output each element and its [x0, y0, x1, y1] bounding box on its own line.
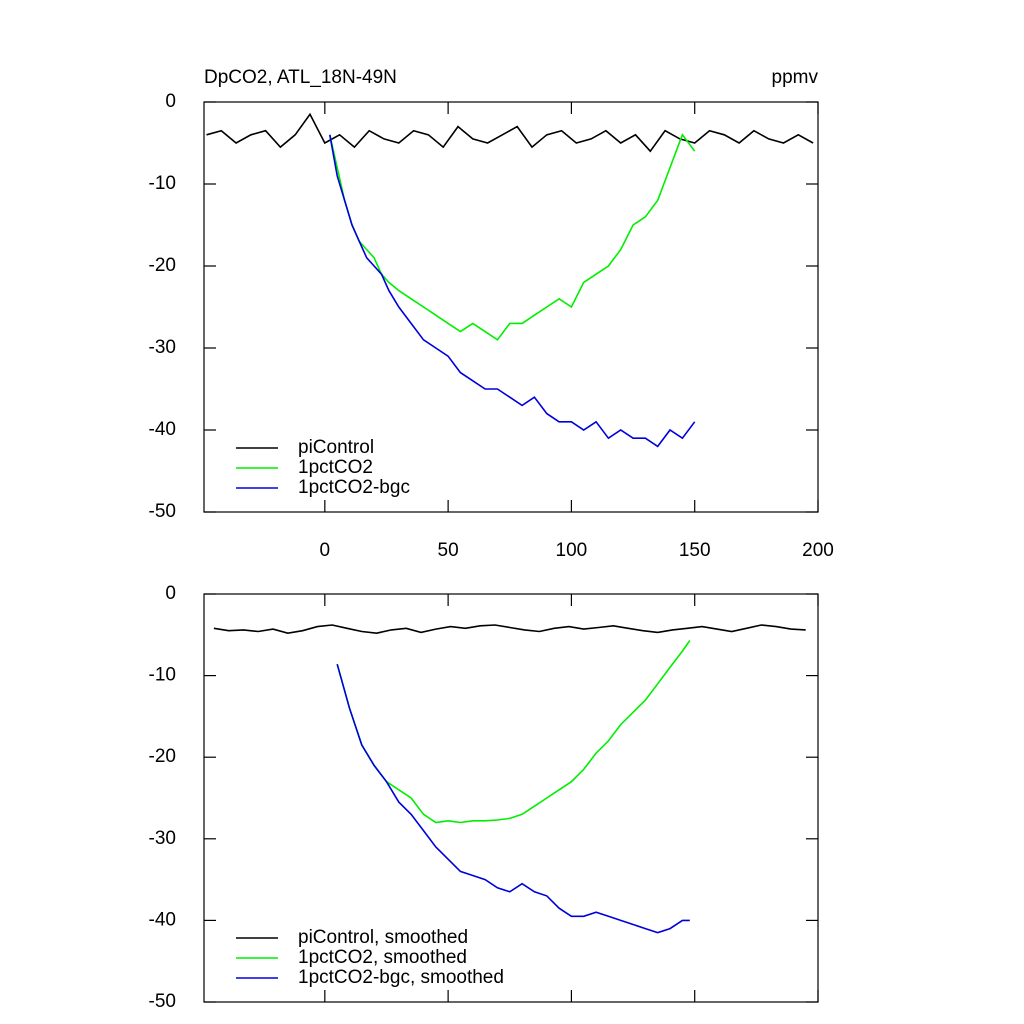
y-tick-label: -30 [149, 337, 176, 358]
y-tick-label: -50 [149, 991, 176, 1012]
x-tick-label: 150 [679, 540, 711, 561]
legend-label: 1pctCO2, smoothed [298, 947, 467, 968]
y-tick-label: 0 [165, 91, 176, 112]
legend-label: 1pctCO2 [298, 457, 373, 478]
legend-label: 1pctCO2-bgc, smoothed [298, 967, 504, 988]
y-tick-label: -40 [149, 909, 176, 930]
series-line [329, 133, 696, 341]
y-tick-label: -10 [149, 665, 176, 686]
units-label: ppmv [772, 67, 819, 88]
legend-label: piControl, smoothed [298, 927, 468, 948]
x-tick-label: 100 [556, 540, 588, 561]
series-line [336, 663, 690, 934]
series-line [336, 640, 691, 824]
plot-frame [203, 593, 819, 1003]
y-tick-label: -40 [149, 419, 176, 440]
legend-label: 1pctCO2-bgc [298, 477, 410, 498]
y-tick-label: -50 [149, 501, 176, 522]
y-tick-label: -10 [149, 173, 176, 194]
plot-frame [203, 101, 819, 513]
y-tick-label: -30 [149, 828, 176, 849]
y-tick-label: -20 [149, 746, 176, 767]
x-tick-label: 200 [802, 540, 834, 561]
x-tick-label: 0 [320, 540, 331, 561]
y-tick-label: 0 [165, 583, 176, 604]
chart-title: DpCO2, ATL_18N-49N [204, 67, 397, 88]
x-tick-label: 50 [438, 540, 459, 561]
y-tick-label: -20 [149, 255, 176, 276]
legend-label: piControl [298, 437, 374, 458]
series-line [213, 624, 806, 635]
series-line [206, 112, 814, 153]
series-line [329, 134, 696, 448]
